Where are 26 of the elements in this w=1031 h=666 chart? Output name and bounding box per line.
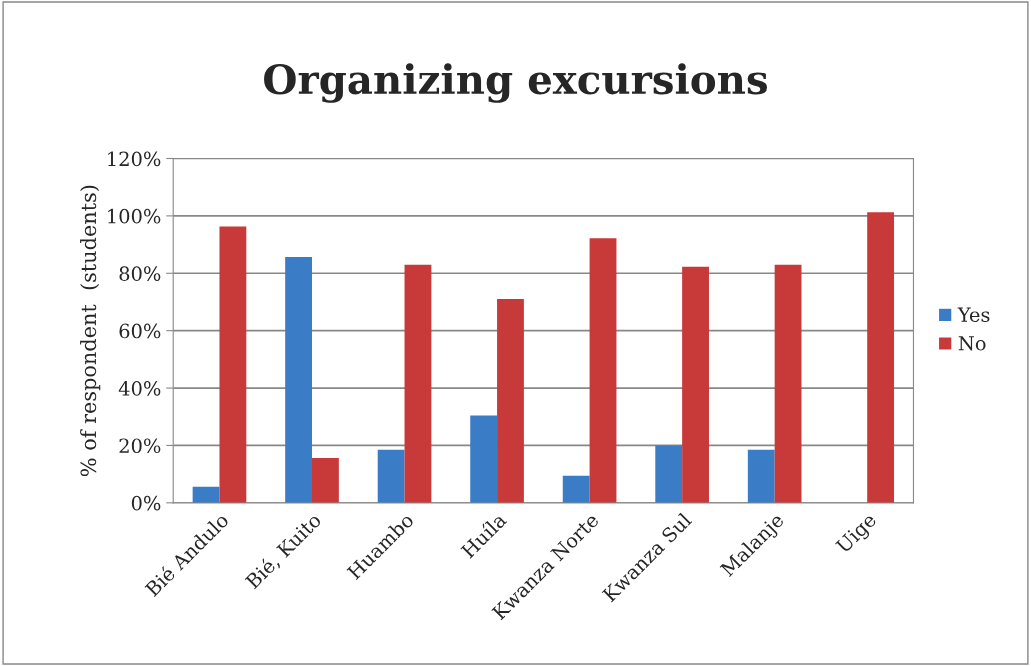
bar — [867, 212, 895, 503]
bar — [774, 264, 802, 503]
legend-label: No — [958, 336, 986, 351]
legend-label: Yes — [957, 307, 990, 323]
bar — [285, 256, 313, 503]
bar — [377, 449, 405, 503]
y-tick-label: 40% — [118, 381, 161, 396]
bar — [192, 486, 220, 503]
y-tick-label: 20% — [119, 438, 161, 454]
y-tick-label: 100% — [108, 208, 161, 224]
bar — [219, 226, 247, 503]
bar — [747, 449, 775, 503]
y-axis-title: % of respondent (students) — [80, 185, 101, 477]
bar — [655, 445, 683, 503]
y-tick-label: 80% — [119, 266, 161, 281]
chart-title: Organizing excursions — [264, 63, 767, 103]
bar — [497, 299, 524, 503]
y-tick-label: 0% — [131, 495, 161, 511]
bar — [562, 475, 590, 503]
bar — [312, 458, 339, 503]
bar — [470, 415, 498, 503]
bar — [404, 264, 432, 503]
y-tick-label: 60% — [119, 323, 161, 339]
bar — [682, 266, 709, 503]
y-tick-label: 120% — [108, 151, 161, 167]
bar — [589, 238, 617, 503]
